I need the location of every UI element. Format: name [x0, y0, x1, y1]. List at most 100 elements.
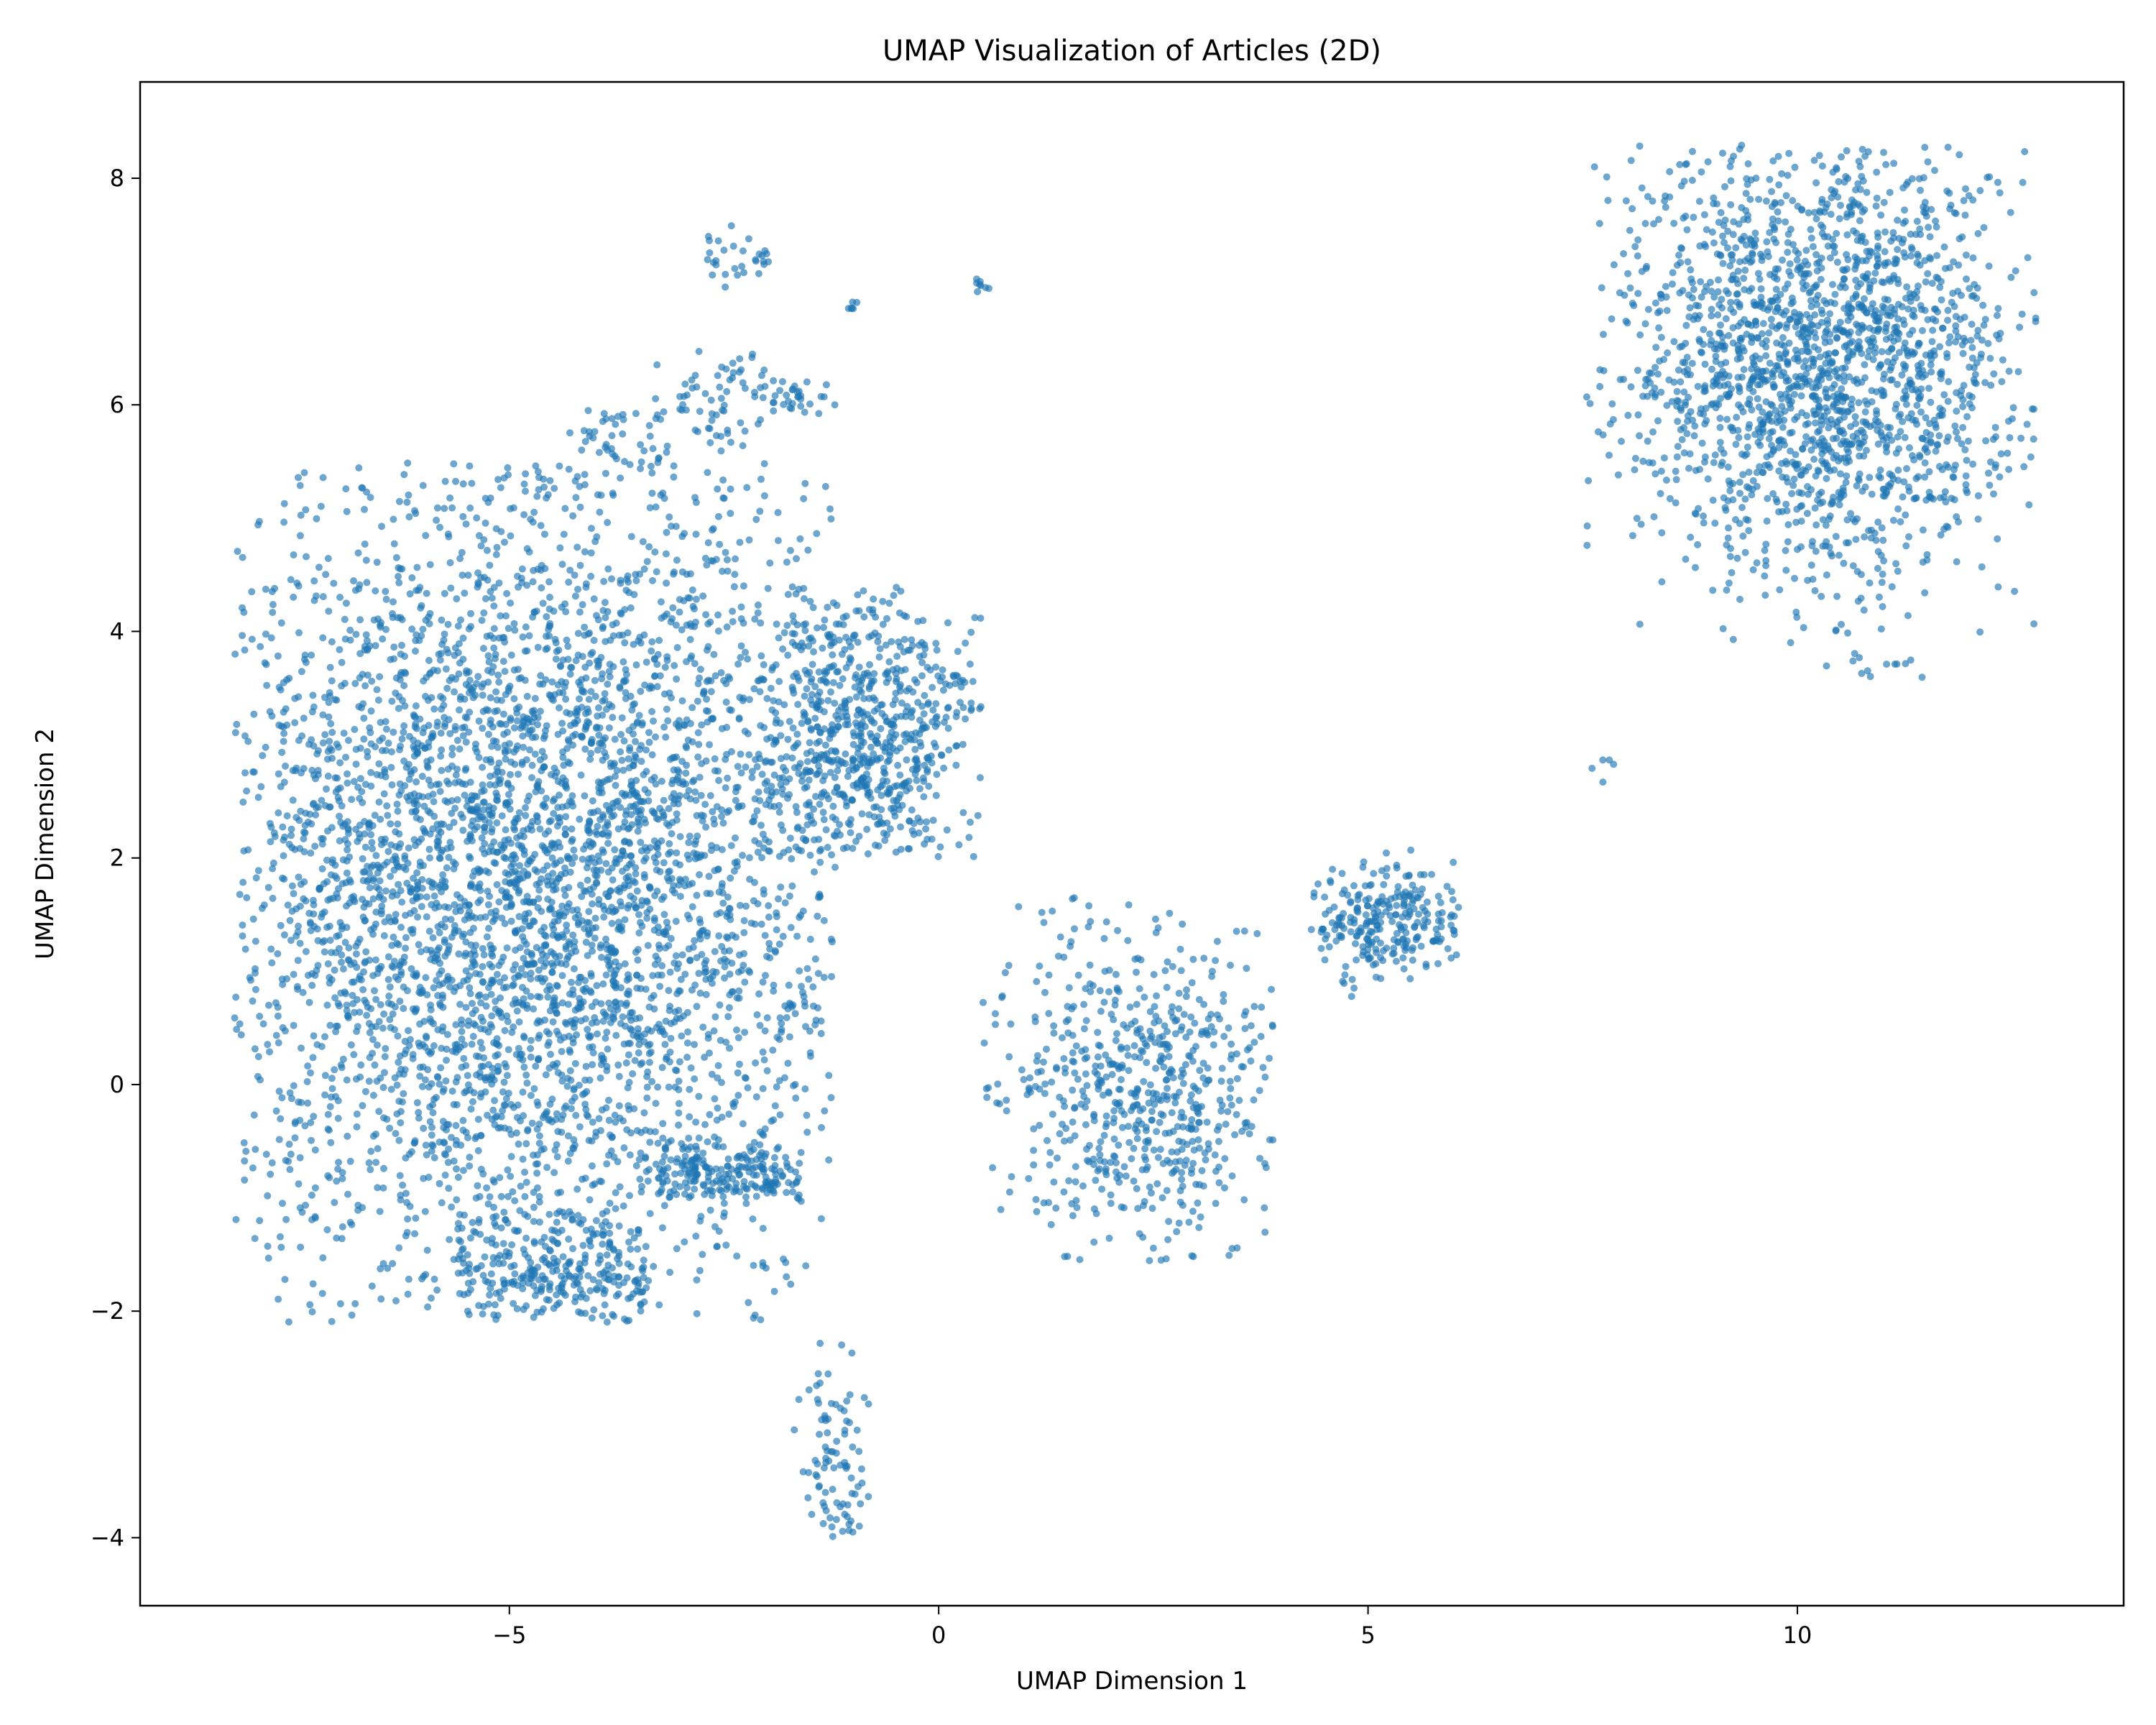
data-point	[719, 819, 727, 827]
data-point	[405, 1275, 413, 1283]
data-point	[466, 1162, 474, 1170]
data-point	[558, 603, 566, 611]
data-point	[589, 840, 597, 848]
data-point	[625, 882, 632, 890]
data-point	[332, 1022, 340, 1030]
data-point	[908, 642, 916, 650]
data-point	[461, 952, 469, 960]
data-point	[661, 1041, 669, 1049]
data-point	[380, 1010, 388, 1018]
data-point	[635, 929, 643, 937]
data-point	[366, 884, 374, 892]
data-point	[632, 948, 640, 956]
data-point	[635, 911, 642, 919]
data-point	[587, 549, 595, 557]
data-point	[692, 1118, 700, 1126]
data-point	[402, 934, 410, 942]
data-point	[295, 582, 303, 590]
data-point	[515, 1018, 523, 1026]
data-point	[599, 697, 607, 705]
data-point	[252, 937, 259, 945]
data-point	[479, 645, 487, 653]
data-point	[423, 1246, 431, 1254]
data-point	[809, 983, 817, 991]
data-point	[576, 695, 583, 703]
data-point	[625, 1102, 632, 1110]
data-point	[530, 1151, 537, 1159]
data-point	[645, 738, 653, 746]
data-point	[606, 1200, 614, 1208]
data-point	[586, 987, 594, 995]
data-point	[959, 809, 967, 816]
data-point	[435, 884, 443, 891]
data-point	[393, 939, 401, 947]
data-point	[558, 719, 566, 727]
data-point	[906, 845, 913, 852]
data-point	[501, 974, 508, 982]
data-point	[319, 474, 327, 482]
data-point	[647, 682, 655, 690]
data-point	[907, 736, 915, 744]
data-point	[573, 543, 581, 551]
data-point	[591, 676, 599, 684]
data-point	[411, 713, 419, 721]
data-point	[321, 1072, 329, 1080]
data-point	[548, 960, 556, 967]
data-point	[720, 1200, 728, 1208]
data-point	[487, 1270, 495, 1278]
data-point	[315, 886, 323, 893]
data-point	[421, 1076, 429, 1084]
data-point	[892, 848, 900, 856]
data-point	[422, 532, 430, 540]
data-point	[384, 811, 392, 819]
data-point	[780, 849, 788, 857]
data-point	[383, 802, 391, 810]
data-point	[966, 661, 974, 668]
data-point	[425, 845, 433, 853]
data-point	[785, 981, 793, 989]
data-point	[533, 813, 541, 821]
data-point	[335, 944, 343, 952]
data-point	[426, 1118, 434, 1126]
data-point	[707, 677, 715, 685]
data-point	[664, 1138, 672, 1146]
data-point	[569, 741, 576, 749]
data-point	[377, 1074, 384, 1082]
data-point	[612, 1292, 620, 1300]
data-point	[737, 750, 745, 758]
data-point	[476, 991, 484, 999]
data-point	[773, 1083, 780, 1091]
data-point	[426, 809, 434, 816]
data-point	[368, 677, 376, 685]
data-point	[694, 832, 701, 840]
data-point	[488, 594, 496, 602]
data-point	[870, 707, 878, 715]
data-point	[390, 515, 397, 523]
data-point	[461, 695, 469, 703]
data-point	[678, 1032, 686, 1040]
data-point	[453, 1165, 460, 1173]
data-point	[911, 745, 919, 753]
data-point	[595, 1115, 603, 1123]
data-point	[647, 1048, 655, 1056]
data-point	[961, 678, 969, 686]
data-point	[859, 673, 867, 681]
data-point	[776, 719, 784, 727]
data-point	[532, 462, 540, 470]
data-point	[591, 693, 599, 700]
data-point	[561, 777, 569, 785]
data-point	[439, 1118, 447, 1126]
data-point	[454, 622, 462, 630]
data-point	[266, 1048, 273, 1056]
data-point	[748, 768, 756, 776]
data-point	[522, 940, 530, 948]
data-point	[318, 865, 326, 873]
data-point	[361, 843, 369, 851]
data-point	[480, 951, 488, 959]
data-point	[939, 686, 947, 694]
data-point	[852, 693, 860, 701]
data-point	[642, 1243, 650, 1251]
data-point	[660, 723, 668, 731]
data-point	[754, 601, 762, 609]
data-point	[740, 949, 748, 957]
